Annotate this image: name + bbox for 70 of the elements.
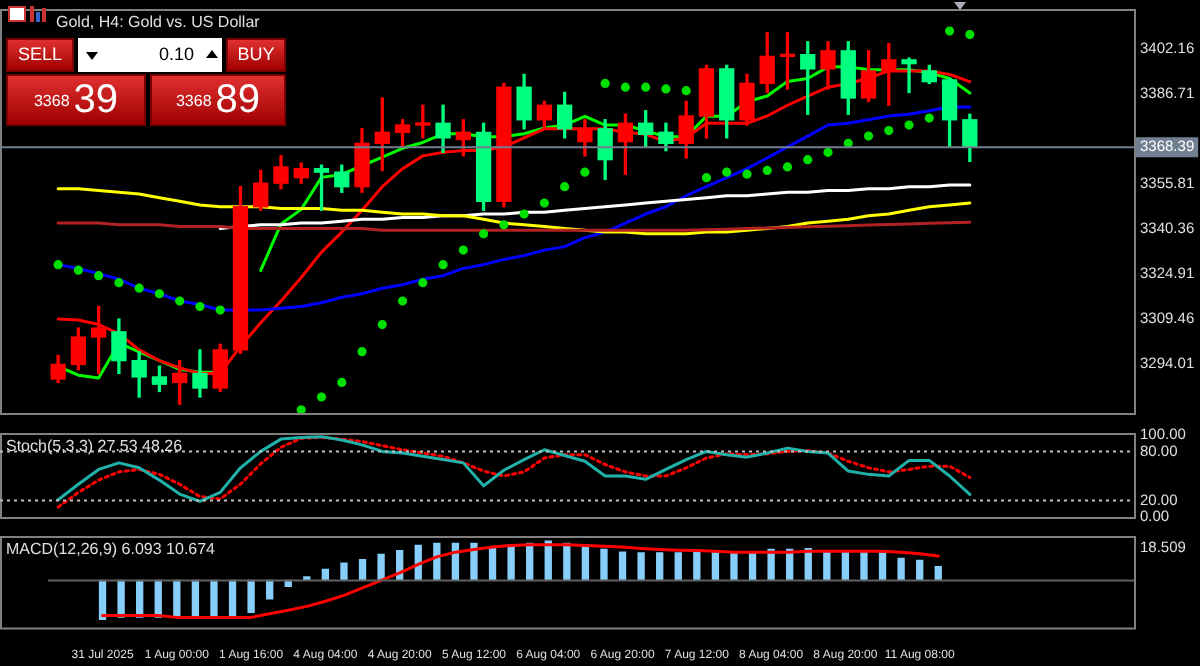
- point: [499, 220, 509, 230]
- point: [944, 26, 955, 36]
- point: [418, 278, 428, 288]
- point: [580, 167, 590, 177]
- point: [600, 78, 610, 89]
- annotation: 89: [215, 77, 261, 123]
- bar: [860, 551, 868, 582]
- bar: [656, 552, 664, 582]
- bar: [117, 579, 125, 618]
- point: [53, 260, 63, 270]
- point: [681, 86, 691, 96]
- point: [438, 260, 448, 270]
- point: [924, 113, 934, 123]
- number-field: 0.10: [78, 38, 222, 72]
- point: [863, 131, 874, 141]
- candlestick: [901, 57, 917, 94]
- point: [377, 319, 387, 330]
- point: [539, 198, 549, 208]
- point: [154, 289, 165, 299]
- point: [458, 245, 468, 255]
- bar: [637, 552, 645, 582]
- point: [641, 82, 651, 92]
- point: [357, 347, 367, 357]
- annotation: 3368: [175, 91, 212, 109]
- point: [782, 162, 793, 172]
- bar: [377, 553, 385, 582]
- point: [904, 120, 914, 130]
- point: [175, 296, 185, 306]
- point: [722, 167, 732, 177]
- chart-title: MACD(12,26,9) 6.093 10.674: [6, 540, 217, 559]
- point: [134, 283, 144, 293]
- point: [195, 301, 205, 312]
- point: [701, 173, 712, 183]
- point: [560, 182, 570, 192]
- bar: [897, 557, 905, 582]
- annotation: BUY: [226, 38, 286, 72]
- point: [114, 278, 124, 288]
- point: [316, 392, 327, 402]
- annotation: SELL: [6, 38, 74, 72]
- point: [742, 169, 752, 179]
- annotation: 3368: [33, 91, 70, 109]
- bar: [618, 551, 627, 582]
- bar: [247, 579, 255, 613]
- point: [94, 271, 104, 281]
- point: [620, 82, 631, 92]
- bar: [767, 548, 775, 582]
- bar: [600, 548, 608, 582]
- point: [823, 147, 833, 157]
- point: [803, 155, 813, 165]
- point: [397, 296, 408, 306]
- annotation: 39: [73, 77, 119, 123]
- point: [965, 29, 975, 40]
- bar: [507, 544, 515, 582]
- bar: [210, 579, 218, 618]
- bar: [730, 552, 738, 582]
- point: [296, 405, 306, 413]
- bar: [340, 562, 348, 582]
- point: [478, 229, 489, 239]
- point: [215, 305, 225, 315]
- point: [884, 125, 894, 136]
- point: [337, 377, 347, 388]
- chart-title: Stoch(5,3,3) 27.53 48.26: [6, 437, 184, 456]
- point: [661, 84, 671, 94]
- bar: [266, 579, 274, 600]
- bar: [470, 542, 478, 582]
- chart-title: Gold, H4: Gold vs. US Dollar: [56, 13, 261, 32]
- bar: [674, 552, 682, 582]
- point: [73, 265, 83, 275]
- point: [519, 209, 529, 219]
- point: [762, 165, 772, 175]
